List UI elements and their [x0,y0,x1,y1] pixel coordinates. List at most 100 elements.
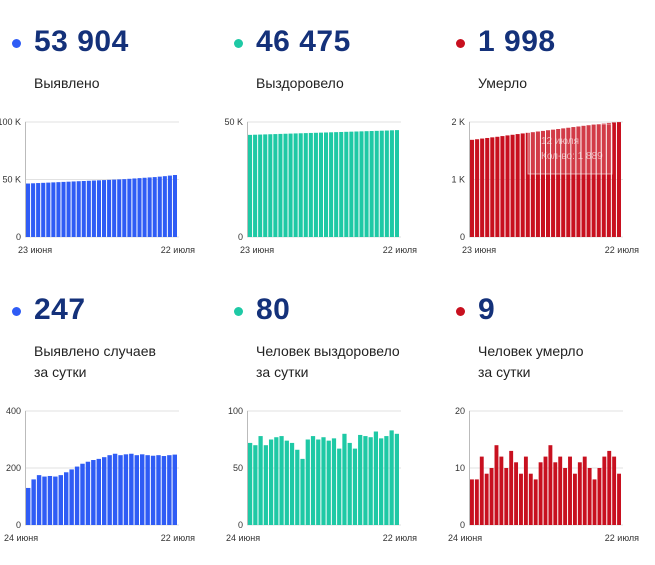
bar[interactable] [499,456,504,525]
bar[interactable] [470,139,475,237]
bar[interactable] [152,177,157,237]
bar[interactable] [96,458,101,525]
bar[interactable] [318,132,323,237]
bar[interactable] [606,122,611,237]
bar[interactable] [568,456,572,525]
bar[interactable] [248,134,253,237]
bar[interactable] [616,122,621,237]
bar[interactable] [172,175,177,237]
bar[interactable] [475,139,480,237]
bar[interactable] [563,468,568,525]
bar[interactable] [162,176,167,237]
bar[interactable] [313,132,318,237]
bar[interactable] [354,131,359,238]
bar[interactable] [374,130,379,237]
bar[interactable] [156,455,161,525]
bar[interactable] [470,479,474,525]
bar[interactable] [349,131,354,237]
bar[interactable] [127,178,132,237]
bar[interactable] [69,469,74,525]
bar[interactable] [601,123,606,237]
bar[interactable] [300,458,305,525]
bar[interactable] [140,454,145,525]
bar[interactable] [538,462,543,525]
bar[interactable] [591,124,596,237]
bar[interactable] [485,137,490,237]
bar[interactable] [122,179,127,237]
bar[interactable] [129,453,134,525]
bar[interactable] [368,437,373,525]
bar[interactable] [134,455,139,525]
bar[interactable] [51,182,56,238]
bar[interactable] [324,132,329,237]
bar[interactable] [581,125,586,237]
bar[interactable] [64,472,69,525]
bar[interactable] [514,462,519,525]
bar[interactable] [389,130,394,237]
bar[interactable] [283,133,288,237]
bar[interactable] [596,124,601,237]
bar[interactable] [530,132,535,237]
bar[interactable] [36,475,42,526]
bar[interactable] [358,434,363,525]
bar[interactable] [167,455,172,525]
bar[interactable] [268,134,273,237]
bar[interactable] [321,437,326,525]
bar[interactable] [157,176,162,238]
bar[interactable] [80,463,85,525]
bar[interactable] [61,181,66,237]
bar[interactable] [36,183,41,237]
bar[interactable] [369,131,374,237]
bar[interactable] [81,181,86,237]
bar[interactable] [91,460,96,525]
bar[interactable] [137,178,142,237]
bar[interactable] [561,128,566,237]
bar[interactable] [342,433,347,525]
bar[interactable] [56,182,61,237]
bar[interactable] [379,438,384,525]
bar[interactable] [117,179,122,237]
bar[interactable] [258,436,263,525]
bar[interactable] [504,468,509,525]
bar[interactable] [347,442,352,525]
bar[interactable] [293,133,298,237]
bar[interactable] [523,456,528,525]
bar[interactable] [253,134,258,237]
bar[interactable] [316,439,321,526]
bar[interactable] [495,136,500,237]
bar[interactable] [359,131,364,237]
bar[interactable] [331,438,337,525]
bar[interactable] [308,132,313,237]
bar[interactable] [284,440,289,525]
bar[interactable] [553,462,558,525]
bar[interactable] [490,137,495,237]
bar[interactable] [484,473,489,525]
bar[interactable] [394,433,399,525]
bar[interactable] [344,131,349,237]
bar[interactable] [602,456,607,525]
bar[interactable] [339,131,344,237]
bar[interactable] [71,181,76,237]
bar[interactable] [617,473,621,525]
bar[interactable] [274,437,279,525]
bar[interactable] [494,445,499,525]
bar[interactable] [329,132,334,237]
bar[interactable] [474,479,479,525]
bar[interactable] [107,455,112,525]
bar[interactable] [258,134,263,237]
bar[interactable] [295,449,300,525]
bar[interactable] [611,122,616,237]
bar[interactable] [525,132,530,237]
bar[interactable] [576,126,581,237]
bar[interactable] [519,473,523,525]
bar[interactable] [510,134,515,237]
bar[interactable] [85,461,91,525]
bar[interactable] [26,487,31,525]
bar[interactable] [540,130,545,237]
bar[interactable] [46,182,51,237]
bar[interactable] [147,177,152,237]
bar[interactable] [572,473,577,525]
bar[interactable] [592,479,597,525]
bar[interactable] [587,468,592,525]
bar[interactable] [74,466,80,525]
